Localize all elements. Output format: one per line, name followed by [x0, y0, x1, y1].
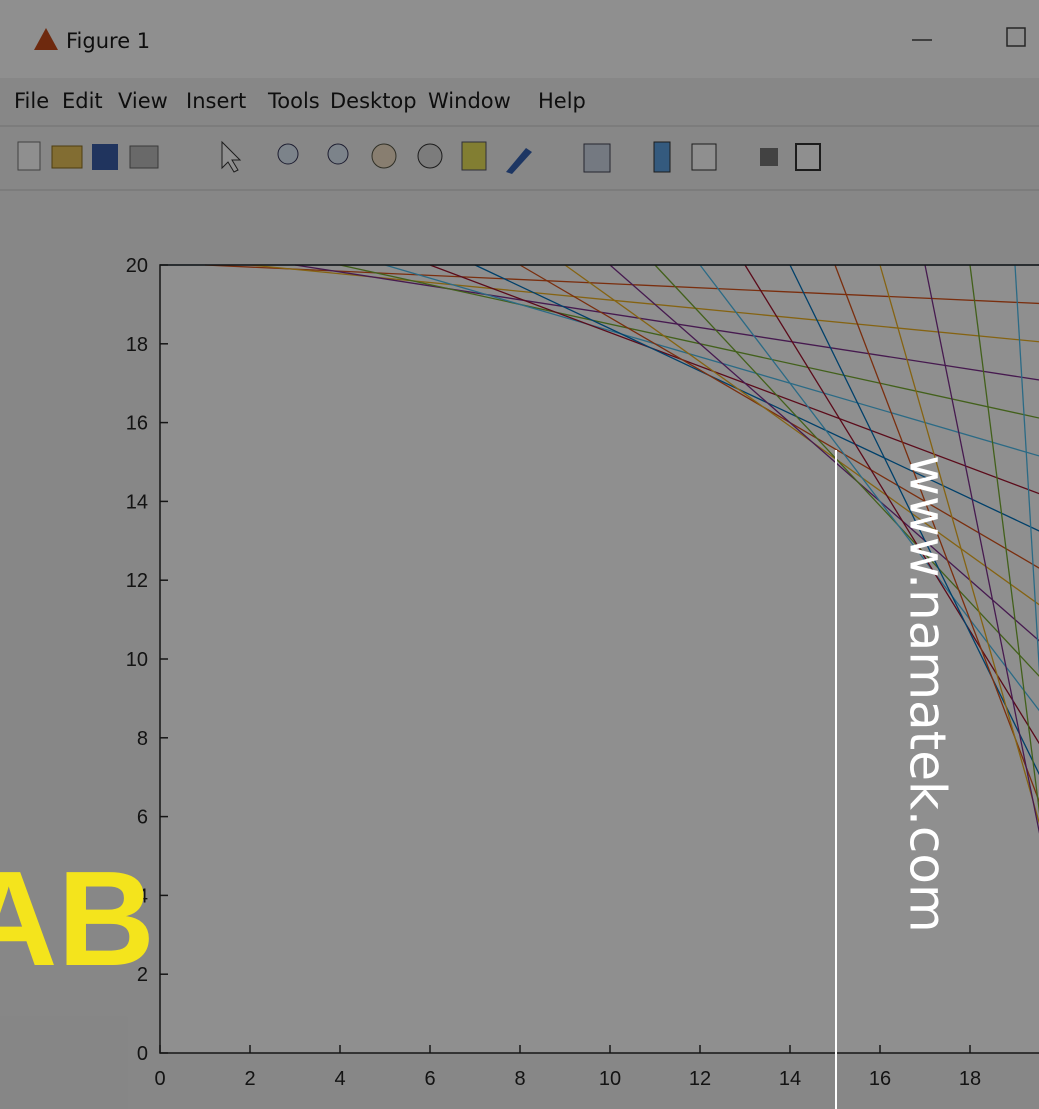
watermark: www.namatek.com [899, 455, 957, 933]
screenshot: Figure 1 FileEditViewInsertToolsDesktopW… [0, 0, 1039, 1109]
dim-overlay [0, 0, 1039, 1109]
logo-text: AB [0, 843, 155, 994]
